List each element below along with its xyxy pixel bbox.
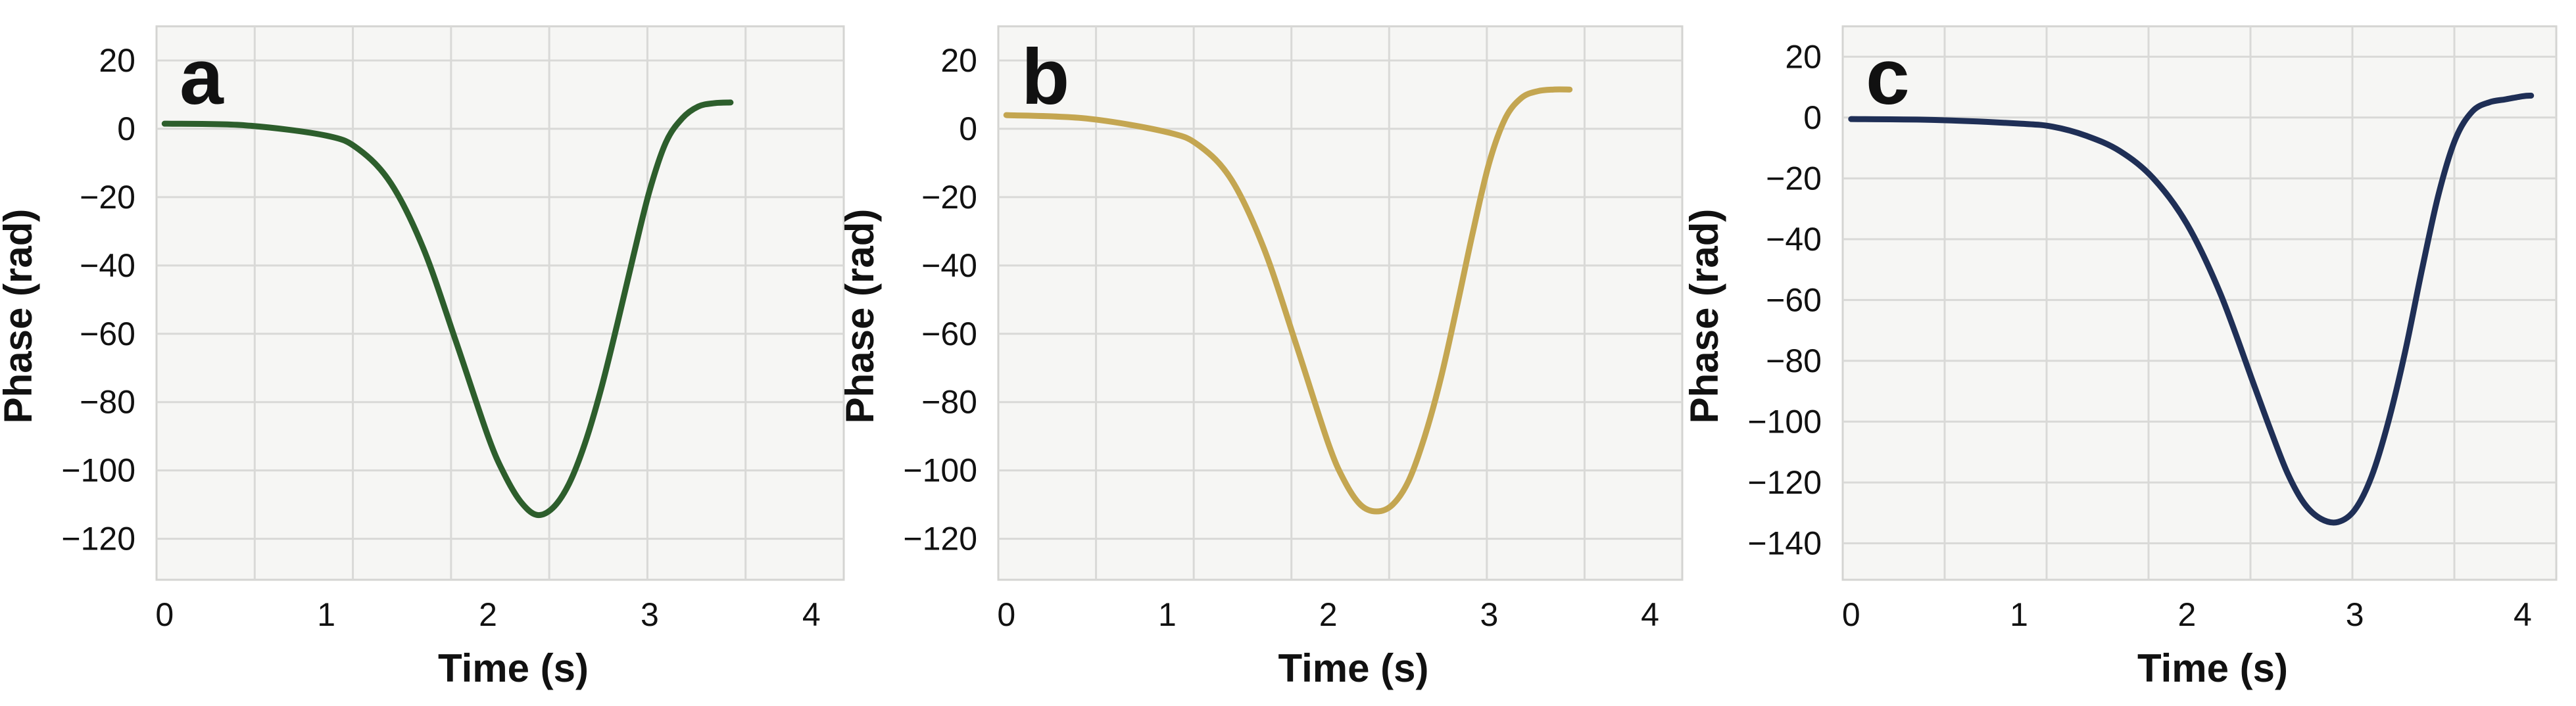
y-tick-label: −80 [80, 384, 135, 421]
x-tick-label: 3 [2346, 596, 2364, 633]
series-line [1003, 86, 1573, 515]
x-tick-label: 1 [317, 596, 335, 633]
y-tick-label: −40 [80, 247, 135, 284]
series-line [161, 99, 734, 519]
x-tick-label: 1 [1158, 596, 1177, 633]
x-axis-title: Time (s) [1278, 646, 1429, 690]
y-tick-label: −120 [903, 521, 977, 557]
x-tick-label: 3 [1480, 596, 1498, 633]
series-line [1848, 93, 2535, 526]
x-axis-title: Time (s) [438, 646, 589, 690]
y-tick-label: −40 [1766, 221, 1822, 258]
panel-letter: b [1021, 33, 1069, 121]
y-tick-label: −100 [61, 452, 135, 489]
y-axis-title: Phase (rad) [838, 209, 882, 424]
x-tick-label: 3 [641, 596, 659, 633]
y-tick-label: −20 [1766, 160, 1822, 197]
y-tick-label: −100 [1747, 403, 1822, 440]
y-tick-label: −100 [903, 452, 977, 489]
y-tick-label: −140 [1747, 525, 1822, 561]
y-tick-label: 20 [940, 42, 977, 79]
plot-area [1841, 25, 2558, 581]
y-tick-label: −120 [1747, 464, 1822, 501]
y-axis-title: Phase (rad) [0, 209, 40, 424]
x-tick-label: 4 [802, 596, 821, 633]
y-tick-label: 0 [117, 110, 135, 147]
panel-letter: c [1866, 33, 1910, 121]
x-axis-title: Time (s) [2137, 646, 2288, 690]
y-tick-label: −20 [80, 179, 135, 216]
y-tick-label: 20 [99, 42, 135, 79]
y-tick-label: 20 [1785, 38, 1822, 75]
y-tick-label: −40 [921, 247, 977, 284]
x-tick-label: 2 [2177, 596, 2196, 633]
x-tick-label: 2 [479, 596, 497, 633]
y-tick-label: 0 [959, 110, 977, 147]
panel-a: 20 0 −20 −40 −60 −80 −100 −120 0 1 2 3 4 Time (s) Phas… [0, 25, 845, 690]
panel-c: 20 0 −20 −40 −60 −80 −100 −120 −140 0 1 2 3 4 Time (s)… [1682, 25, 2558, 690]
y-tick-label: −20 [921, 179, 977, 216]
y-axis-title: Phase (rad) [1682, 209, 1726, 424]
y-tick-label: −60 [80, 316, 135, 352]
panel-letter: a [180, 33, 224, 121]
x-tick-label: 4 [1641, 596, 1659, 633]
y-tick-label: −80 [1766, 342, 1822, 379]
plot-area [997, 25, 1684, 581]
x-tick-label: 1 [2010, 596, 2028, 633]
plot-area [155, 25, 845, 581]
y-tick-label: −60 [1766, 281, 1822, 318]
y-tick-label: 0 [1803, 99, 1822, 136]
y-tick-label: −60 [921, 316, 977, 352]
x-tick-label: 0 [155, 596, 174, 633]
x-tick-label: 0 [997, 596, 1015, 633]
x-tick-label: 0 [1842, 596, 1860, 633]
y-tick-label: −80 [921, 384, 977, 421]
y-tick-label: −120 [61, 521, 135, 557]
x-tick-label: 2 [1319, 596, 1338, 633]
panel-b: 20 0 −20 −40 −60 −80 −100 −120 0 1 2 3 4 Time (s) Phas… [838, 25, 1684, 690]
x-tick-label: 4 [2514, 596, 2532, 633]
